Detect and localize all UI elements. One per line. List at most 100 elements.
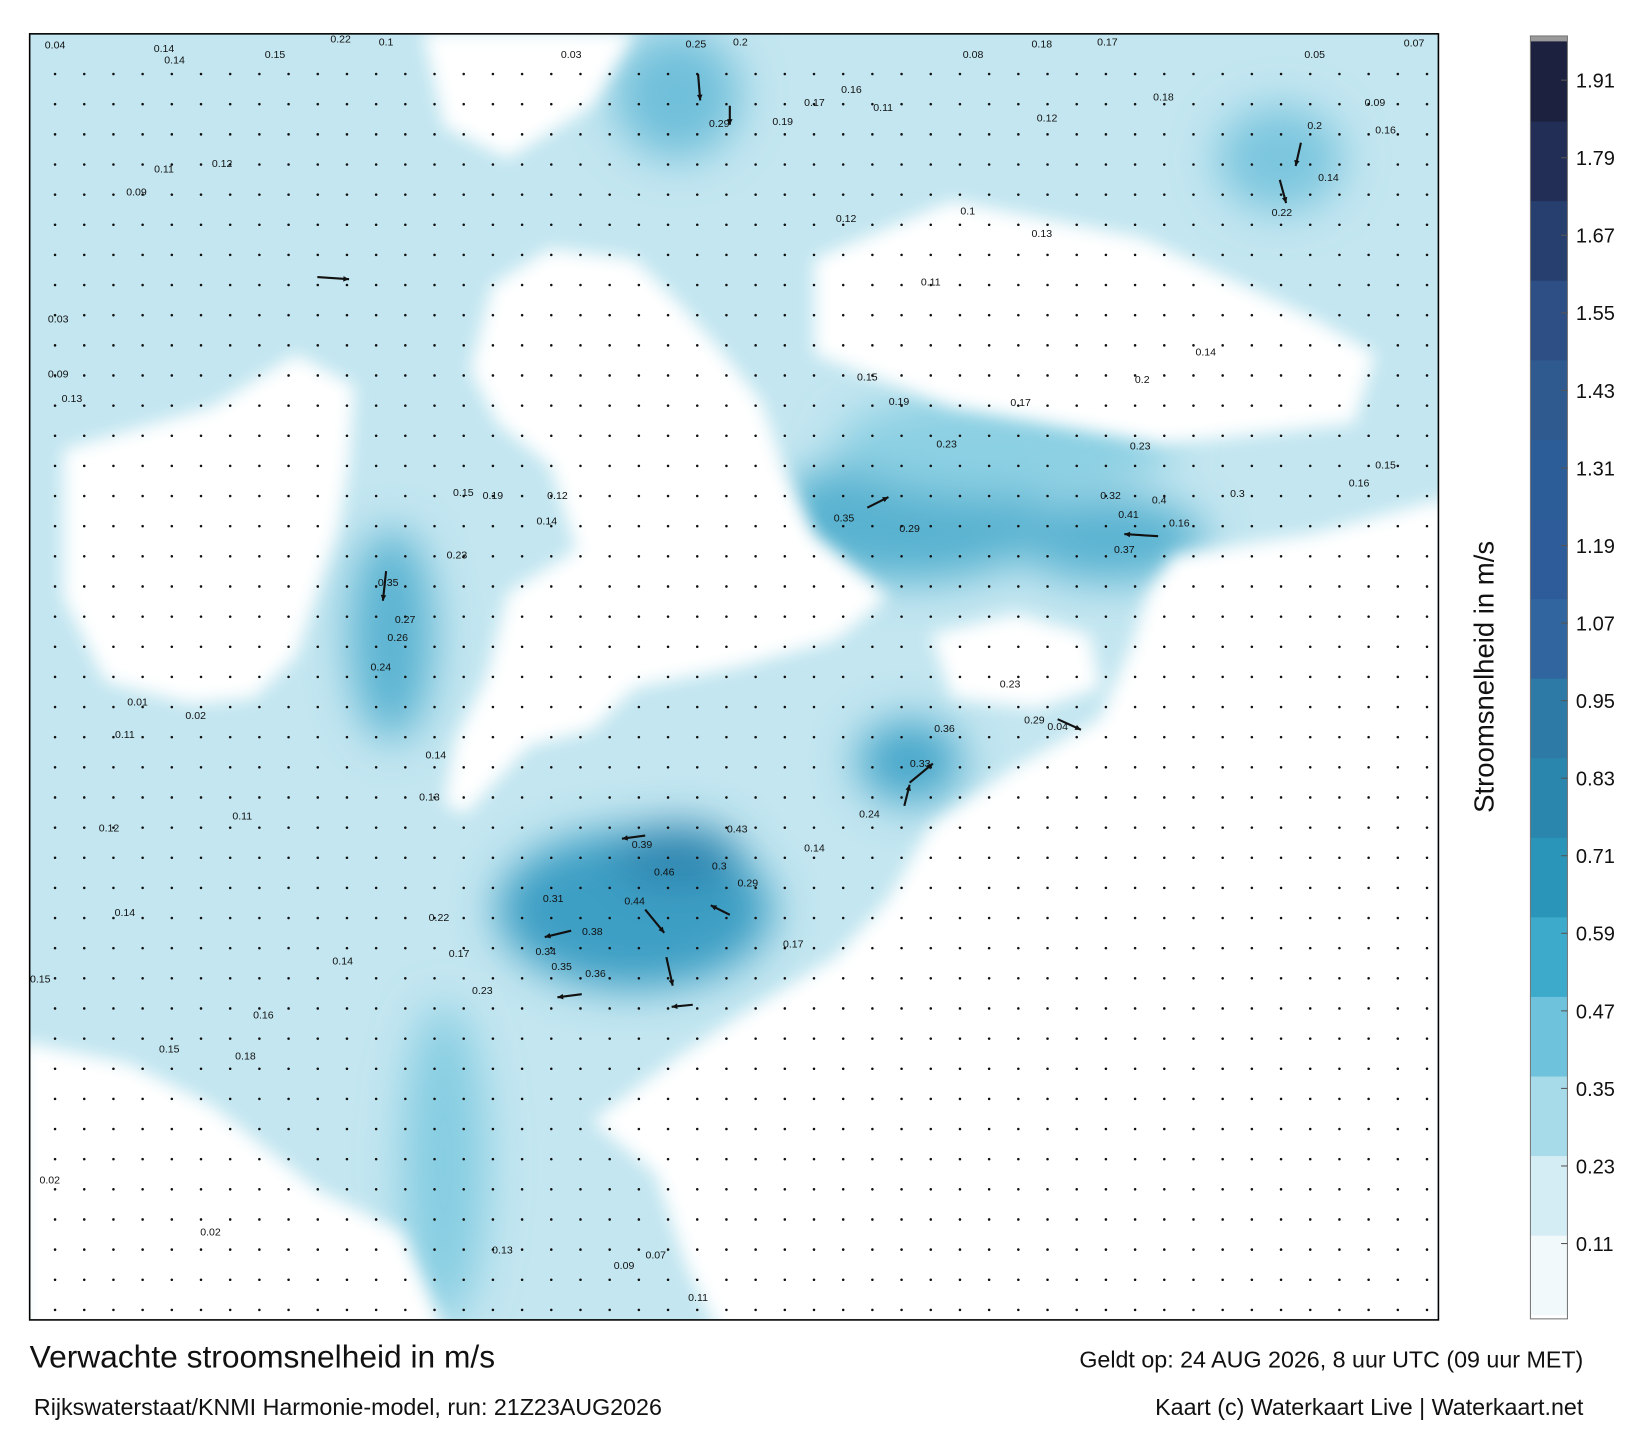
grid-dot <box>783 313 787 317</box>
grid-dot <box>462 585 465 588</box>
grid-dot <box>1221 133 1224 136</box>
grid-dot <box>1192 1157 1195 1161</box>
grid-dot <box>199 1308 203 1312</box>
colorbar-tick-label: 0.23 <box>1576 1156 1615 1178</box>
grid-dot <box>258 1248 261 1251</box>
grid-dot <box>1396 1188 1400 1191</box>
grid-dot <box>608 1218 611 1221</box>
grid-dot <box>433 916 436 920</box>
grid-dot <box>287 675 290 679</box>
grid-dot <box>462 675 465 679</box>
grid-dot <box>228 1097 232 1101</box>
grid-dot <box>1308 193 1312 196</box>
grid-dot <box>783 1067 787 1070</box>
grid-dot <box>1221 1218 1224 1221</box>
colorbar-tick-label: 0.59 <box>1576 924 1615 946</box>
grid-dot <box>1221 585 1224 588</box>
speed-label: 0.24 <box>371 662 392 674</box>
grid-dot <box>987 193 991 196</box>
grid-dot <box>491 374 495 377</box>
grid-dot <box>783 1248 787 1251</box>
grid-dot <box>783 856 787 860</box>
grid-dot <box>929 916 933 920</box>
grid-dot <box>1250 1157 1254 1161</box>
grid-dot <box>1279 1308 1283 1312</box>
grid-dot <box>608 524 611 528</box>
grid-dot <box>53 374 57 377</box>
grid-dot <box>812 253 816 257</box>
grid-dot <box>666 555 670 558</box>
grid-dot <box>1250 796 1254 799</box>
speed-label: 0.38 <box>582 926 603 938</box>
grid-dot <box>871 615 874 618</box>
grid-dot <box>637 434 641 438</box>
grid-dot <box>1075 102 1078 106</box>
grid-dot <box>491 163 495 166</box>
grid-dot <box>258 72 261 76</box>
grid-dot <box>82 645 86 649</box>
grid-dot <box>112 133 115 136</box>
speed-label: 0.17 <box>1010 397 1031 409</box>
colorbar-tick-label: 1.91 <box>1576 71 1615 93</box>
grid-dot <box>1308 1308 1312 1312</box>
grid-dot <box>258 494 261 498</box>
grid-dot <box>53 223 57 227</box>
grid-dot <box>1221 916 1224 920</box>
grid-dot <box>520 404 524 407</box>
grid-dot <box>579 1278 582 1281</box>
grid-dot <box>1367 645 1370 649</box>
grid-dot <box>754 102 757 106</box>
grid-dot <box>637 735 641 739</box>
grid-dot <box>666 524 670 528</box>
grid-dot <box>1221 1248 1224 1251</box>
grid-dot <box>1279 344 1283 347</box>
grid-dot <box>666 1037 670 1040</box>
grid-dot <box>1308 434 1312 438</box>
grid-dot <box>374 1037 378 1040</box>
grid-dot <box>433 524 436 528</box>
grid-dot <box>987 675 991 679</box>
grid-dot <box>783 645 787 649</box>
grid-dot <box>404 133 407 136</box>
grid-dot <box>666 374 670 377</box>
grid-dot <box>520 1007 524 1010</box>
grid-dot <box>608 253 611 257</box>
grid-dot <box>579 434 582 438</box>
grid-dot <box>1279 404 1283 407</box>
grid-dot <box>812 826 816 829</box>
grid-dot <box>258 1157 261 1161</box>
grid-dot <box>345 1037 349 1040</box>
grid-dot <box>141 193 144 196</box>
speed-label: 0.03 <box>561 49 582 61</box>
grid-dot <box>754 223 757 227</box>
grid-dot <box>1338 946 1341 950</box>
grid-dot <box>112 223 115 227</box>
grid-dot <box>1075 283 1078 287</box>
grid-dot <box>1133 163 1137 166</box>
grid-dot <box>1425 615 1429 618</box>
grid-dot <box>550 856 553 860</box>
grid-dot <box>783 796 787 799</box>
grid-dot <box>258 1007 261 1010</box>
grid-dot <box>666 102 670 106</box>
grid-dot <box>1425 404 1429 407</box>
grid-dot <box>1279 946 1283 950</box>
grid-dot <box>812 645 816 649</box>
grid-dot <box>987 344 991 347</box>
grid-dot <box>462 826 465 829</box>
grid-dot <box>1104 1037 1108 1040</box>
grid-dot <box>1046 886 1049 890</box>
speed-label: 0.1 <box>379 36 394 48</box>
grid-dot <box>987 313 991 317</box>
grid-dot <box>404 193 407 196</box>
grid-dot <box>1367 524 1370 528</box>
grid-dot <box>520 344 524 347</box>
grid-dot <box>579 645 582 649</box>
grid-dot <box>1396 374 1400 377</box>
grid-dot <box>141 856 144 860</box>
grid-dot <box>1075 163 1078 166</box>
map-frame <box>28 33 1440 1321</box>
grid-dot <box>1104 585 1108 588</box>
speed-label: 0.04 <box>45 40 66 52</box>
